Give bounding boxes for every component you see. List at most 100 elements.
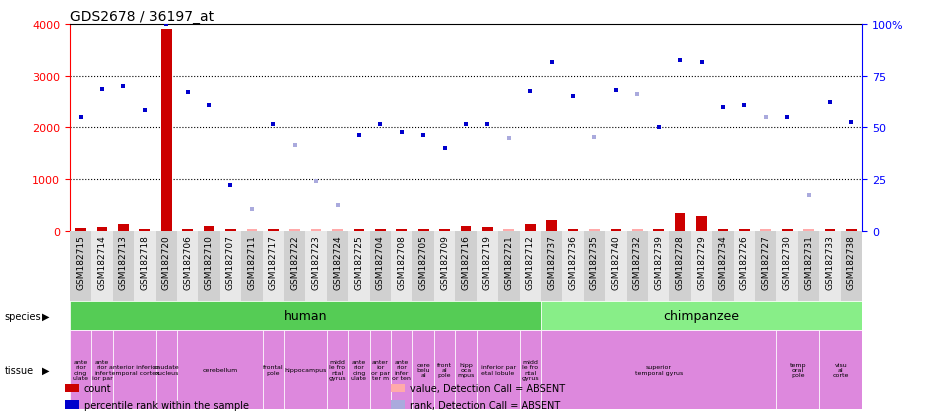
Text: GSM182704: GSM182704 [376, 235, 385, 290]
Point [394, 129, 409, 136]
Bar [268, 230, 279, 231]
Bar [396, 230, 407, 231]
Text: GSM182731: GSM182731 [804, 235, 813, 290]
Bar [75, 229, 86, 231]
Text: GSM182717: GSM182717 [268, 235, 278, 290]
Bar [113, 330, 156, 409]
Text: caudate
nucleus: caudate nucleus [154, 364, 179, 375]
Text: visu
al
corte: visu al corte [832, 362, 849, 377]
Bar [476, 231, 498, 301]
Bar [327, 330, 349, 409]
Bar [91, 231, 113, 301]
Point [94, 86, 109, 93]
Bar [525, 225, 536, 231]
Bar [413, 330, 434, 409]
Bar [370, 330, 391, 409]
Bar [349, 231, 370, 301]
Bar [456, 330, 476, 409]
Text: GSM182738: GSM182738 [847, 235, 856, 290]
Text: species: species [5, 311, 41, 321]
Text: GSM182709: GSM182709 [440, 235, 449, 290]
Text: GSM182707: GSM182707 [226, 235, 235, 290]
Bar [691, 231, 712, 301]
Bar [204, 226, 214, 231]
Text: GSM182732: GSM182732 [633, 235, 642, 290]
Text: inferior par
etal lobule: inferior par etal lobule [481, 364, 515, 375]
Text: GSM182737: GSM182737 [547, 235, 556, 290]
Text: GSM182714: GSM182714 [98, 235, 106, 290]
Point [73, 114, 88, 121]
Bar [247, 230, 257, 231]
Point [651, 125, 666, 131]
Text: GSM182706: GSM182706 [184, 235, 192, 290]
Text: GSM182722: GSM182722 [290, 235, 299, 289]
Point [802, 192, 816, 199]
Text: temp
oral
pole: temp oral pole [789, 362, 806, 377]
Bar [370, 231, 391, 301]
Point [566, 94, 581, 100]
Bar [733, 231, 755, 301]
Text: ante
rior
cing
ulate: ante rior cing ulate [351, 359, 367, 380]
Point [244, 206, 259, 212]
Bar [819, 330, 862, 409]
Bar [498, 231, 519, 301]
Text: chimpanzee: chimpanzee [664, 309, 739, 323]
Text: GSM182710: GSM182710 [204, 235, 213, 290]
Text: midd
le fro
ntal
gyrus: midd le fro ntal gyrus [521, 359, 539, 380]
Text: GSM182715: GSM182715 [76, 235, 85, 290]
Point [780, 114, 795, 121]
Bar [199, 231, 220, 301]
Text: GSM182718: GSM182718 [141, 235, 149, 290]
Bar [183, 230, 193, 231]
Bar [327, 231, 349, 301]
Bar [177, 330, 263, 409]
Bar [70, 330, 91, 409]
Text: ante
rior
infer
or ten: ante rior infer or ten [392, 359, 411, 380]
Bar [519, 330, 541, 409]
Bar [583, 231, 605, 301]
Bar [819, 231, 841, 301]
Point [523, 89, 538, 95]
Point [437, 145, 452, 152]
Bar [70, 301, 541, 330]
Point [287, 143, 302, 150]
Bar [284, 330, 327, 409]
Text: GSM182729: GSM182729 [697, 235, 706, 290]
Bar [626, 231, 648, 301]
Text: GSM182725: GSM182725 [354, 235, 363, 290]
Bar [284, 231, 306, 301]
Point [158, 21, 173, 28]
Bar [65, 401, 79, 409]
Bar [841, 231, 862, 301]
Point [180, 90, 195, 96]
Text: GSM182716: GSM182716 [461, 235, 471, 290]
Text: GSM182739: GSM182739 [654, 235, 664, 290]
Bar [476, 330, 519, 409]
Bar [482, 227, 493, 231]
Bar [418, 230, 429, 231]
Point [308, 178, 323, 185]
Text: GSM182727: GSM182727 [761, 235, 770, 290]
Bar [503, 230, 514, 231]
Bar [156, 330, 177, 409]
Text: GSM182726: GSM182726 [740, 235, 748, 290]
Point [137, 108, 152, 114]
Text: GSM182730: GSM182730 [783, 235, 791, 290]
Text: human: human [283, 309, 327, 323]
Bar [568, 230, 579, 231]
Bar [134, 231, 156, 301]
Bar [739, 230, 749, 231]
Bar [541, 330, 776, 409]
Text: midd
le fro
ntal
gyrus: midd le fro ntal gyrus [329, 359, 347, 380]
Bar [776, 231, 798, 301]
Bar [519, 231, 541, 301]
Text: GSM182736: GSM182736 [569, 235, 578, 290]
Bar [140, 229, 150, 231]
Text: value, Detection Call = ABSENT: value, Detection Call = ABSENT [410, 383, 565, 393]
Point [694, 59, 709, 66]
Bar [782, 230, 792, 231]
Bar [434, 231, 456, 301]
Text: GSM182705: GSM182705 [418, 235, 428, 290]
Text: hipp
oca
mpus: hipp oca mpus [458, 362, 474, 377]
Bar [610, 230, 622, 231]
